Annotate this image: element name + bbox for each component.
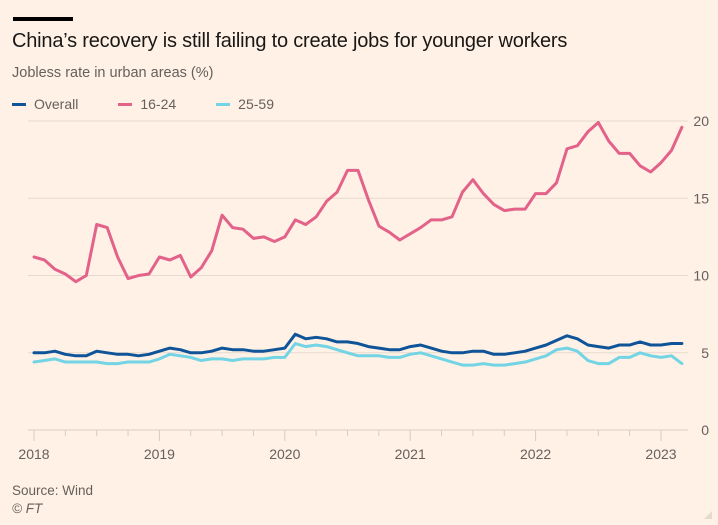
series-lines [32,121,684,367]
chart-title: China’s recovery is still failing to cre… [12,30,568,52]
resize-grip [704,511,712,519]
y-axis: 0 5 10 15 20 [693,113,709,438]
x-tick-label: 2021 [395,446,426,462]
legend-label-overall: Overall [34,96,79,112]
x-tick-label: 2022 [520,446,551,462]
line-16-24 [32,121,684,284]
legend-swatch-16-24 [118,102,133,106]
legend-swatch-25-59 [216,102,231,106]
legend-swatch-overall [12,102,26,106]
legend-label-16-24: 16-24 [140,96,177,112]
y-tick-label: 0 [701,422,709,438]
line-overall [32,332,684,358]
legend-item-16-24: 16-24 [118,96,176,112]
source-note: Source: Wind [12,483,94,498]
y-tick-label: 10 [693,268,709,284]
line-25-59 [32,342,684,367]
x-tick-label: 2019 [144,446,175,462]
x-tick-label: 2018 [18,446,49,462]
legend-label-25-59: 25-59 [238,96,274,112]
x-tick-label: 2020 [269,446,300,462]
y-tick-label: 20 [693,113,709,129]
chart-subtitle: Jobless rate in urban areas (%) [12,65,214,81]
y-tick-label: 5 [701,345,709,361]
legend-item-overall: Overall [12,96,78,112]
x-axis: 2018 2019 2020 2021 2022 2023 [18,430,677,462]
legend: Overall 16-24 25-59 [12,96,314,112]
x-tick-label: 2023 [645,446,676,462]
legend-item-25-59: 25-59 [216,96,274,112]
ft-brand-bar [13,17,73,21]
ft-credit: © FT [12,501,43,516]
y-tick-label: 15 [693,190,709,206]
